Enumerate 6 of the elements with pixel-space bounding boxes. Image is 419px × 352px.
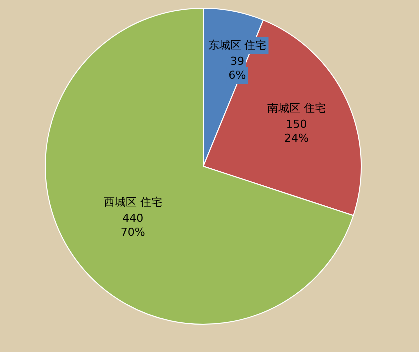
slice-label: 东城区 住宅 <box>208 39 267 52</box>
slice-label: 西城区 住宅 <box>104 196 162 209</box>
slice-label: 南城区 住宅 <box>268 102 326 115</box>
data-label: 150 24% <box>284 118 309 145</box>
data-label: 39 6% <box>228 55 246 82</box>
data-label: 440 70% <box>120 212 146 239</box>
